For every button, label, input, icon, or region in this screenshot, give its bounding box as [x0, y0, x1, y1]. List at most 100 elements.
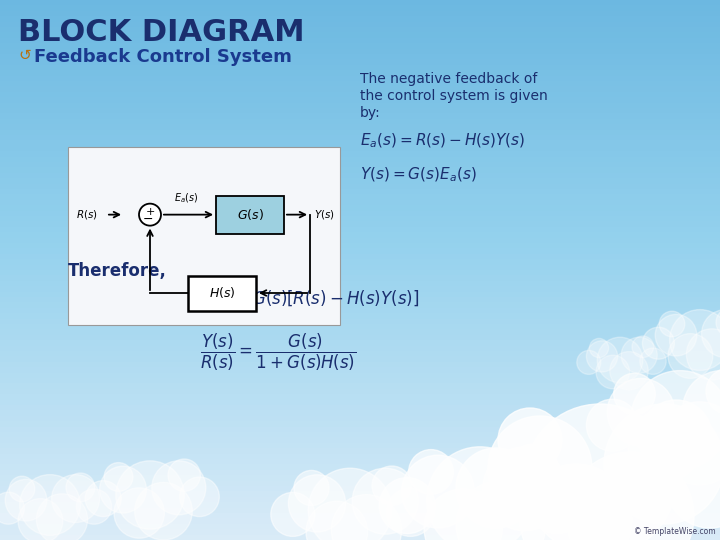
Bar: [0, 404, 720, 410]
Circle shape: [670, 309, 720, 370]
Circle shape: [655, 314, 697, 356]
Bar: [0, 339, 720, 346]
Circle shape: [168, 459, 200, 491]
FancyBboxPatch shape: [188, 275, 256, 310]
Text: $G(s)$: $G(s)$: [237, 207, 264, 222]
Bar: [0, 474, 720, 481]
Bar: [0, 382, 720, 389]
Bar: [0, 490, 720, 497]
Circle shape: [683, 370, 720, 449]
Text: $R(s)$: $R(s)$: [76, 208, 98, 221]
Circle shape: [613, 373, 655, 415]
Bar: [0, 388, 720, 394]
Circle shape: [114, 488, 164, 538]
Circle shape: [668, 334, 713, 379]
Bar: [0, 58, 720, 65]
Bar: [0, 312, 720, 319]
Bar: [0, 247, 720, 254]
Bar: [0, 393, 720, 400]
Circle shape: [9, 476, 35, 502]
Circle shape: [0, 492, 24, 524]
Circle shape: [631, 370, 720, 469]
Circle shape: [18, 498, 63, 540]
Circle shape: [104, 463, 133, 491]
Circle shape: [640, 348, 666, 374]
Bar: [0, 350, 720, 356]
Bar: [0, 10, 720, 16]
Bar: [0, 31, 720, 38]
Bar: [0, 193, 720, 200]
Bar: [0, 118, 720, 124]
Circle shape: [686, 329, 720, 380]
Bar: [0, 166, 720, 173]
Bar: [0, 253, 720, 259]
Circle shape: [508, 444, 559, 495]
Circle shape: [706, 368, 720, 415]
Circle shape: [621, 337, 657, 373]
Bar: [0, 199, 720, 205]
Circle shape: [424, 489, 503, 540]
Bar: [0, 426, 720, 432]
Bar: [0, 399, 720, 405]
Bar: [0, 226, 720, 232]
Circle shape: [607, 379, 675, 446]
Circle shape: [566, 452, 694, 540]
Circle shape: [520, 464, 632, 540]
Circle shape: [294, 470, 329, 505]
Circle shape: [716, 308, 720, 337]
Bar: [0, 507, 720, 513]
Circle shape: [660, 311, 685, 337]
Bar: [0, 156, 720, 162]
Bar: [0, 64, 720, 70]
Bar: [0, 517, 720, 524]
Bar: [0, 280, 720, 286]
Circle shape: [99, 466, 146, 513]
Circle shape: [640, 400, 712, 472]
Bar: [0, 458, 720, 464]
Text: $Y(s)$: $Y(s)$: [314, 208, 335, 221]
Bar: [0, 15, 720, 22]
Circle shape: [597, 337, 643, 383]
Circle shape: [427, 447, 534, 540]
Bar: [0, 285, 720, 292]
Circle shape: [596, 355, 629, 389]
Bar: [0, 107, 720, 113]
Bar: [0, 161, 720, 167]
Bar: [0, 442, 720, 448]
Bar: [0, 436, 720, 443]
Bar: [0, 80, 720, 86]
FancyBboxPatch shape: [68, 147, 340, 325]
Circle shape: [409, 450, 454, 495]
Bar: [0, 129, 720, 135]
Bar: [0, 4, 720, 11]
Bar: [0, 177, 720, 184]
Bar: [0, 48, 720, 54]
Text: −: −: [143, 213, 153, 226]
Bar: [0, 496, 720, 502]
Text: BLOCK DIAGRAM: BLOCK DIAGRAM: [18, 18, 305, 47]
Circle shape: [152, 461, 206, 515]
Circle shape: [456, 448, 536, 528]
Circle shape: [456, 481, 546, 540]
Circle shape: [666, 440, 720, 528]
Bar: [0, 91, 720, 97]
Bar: [0, 242, 720, 248]
Bar: [0, 183, 720, 189]
Circle shape: [379, 477, 435, 534]
Bar: [0, 377, 720, 383]
Bar: [0, 469, 720, 475]
Text: the control system is given: the control system is given: [360, 89, 548, 103]
Bar: [0, 150, 720, 157]
Bar: [0, 237, 720, 243]
Bar: [0, 361, 720, 367]
Bar: [0, 355, 720, 362]
Circle shape: [271, 492, 315, 536]
Bar: [0, 420, 720, 427]
Bar: [0, 231, 720, 238]
Circle shape: [498, 408, 562, 472]
Bar: [0, 512, 720, 518]
Text: ↺: ↺: [18, 48, 31, 63]
Text: by:: by:: [360, 106, 381, 120]
Bar: [0, 145, 720, 151]
Circle shape: [331, 495, 402, 540]
